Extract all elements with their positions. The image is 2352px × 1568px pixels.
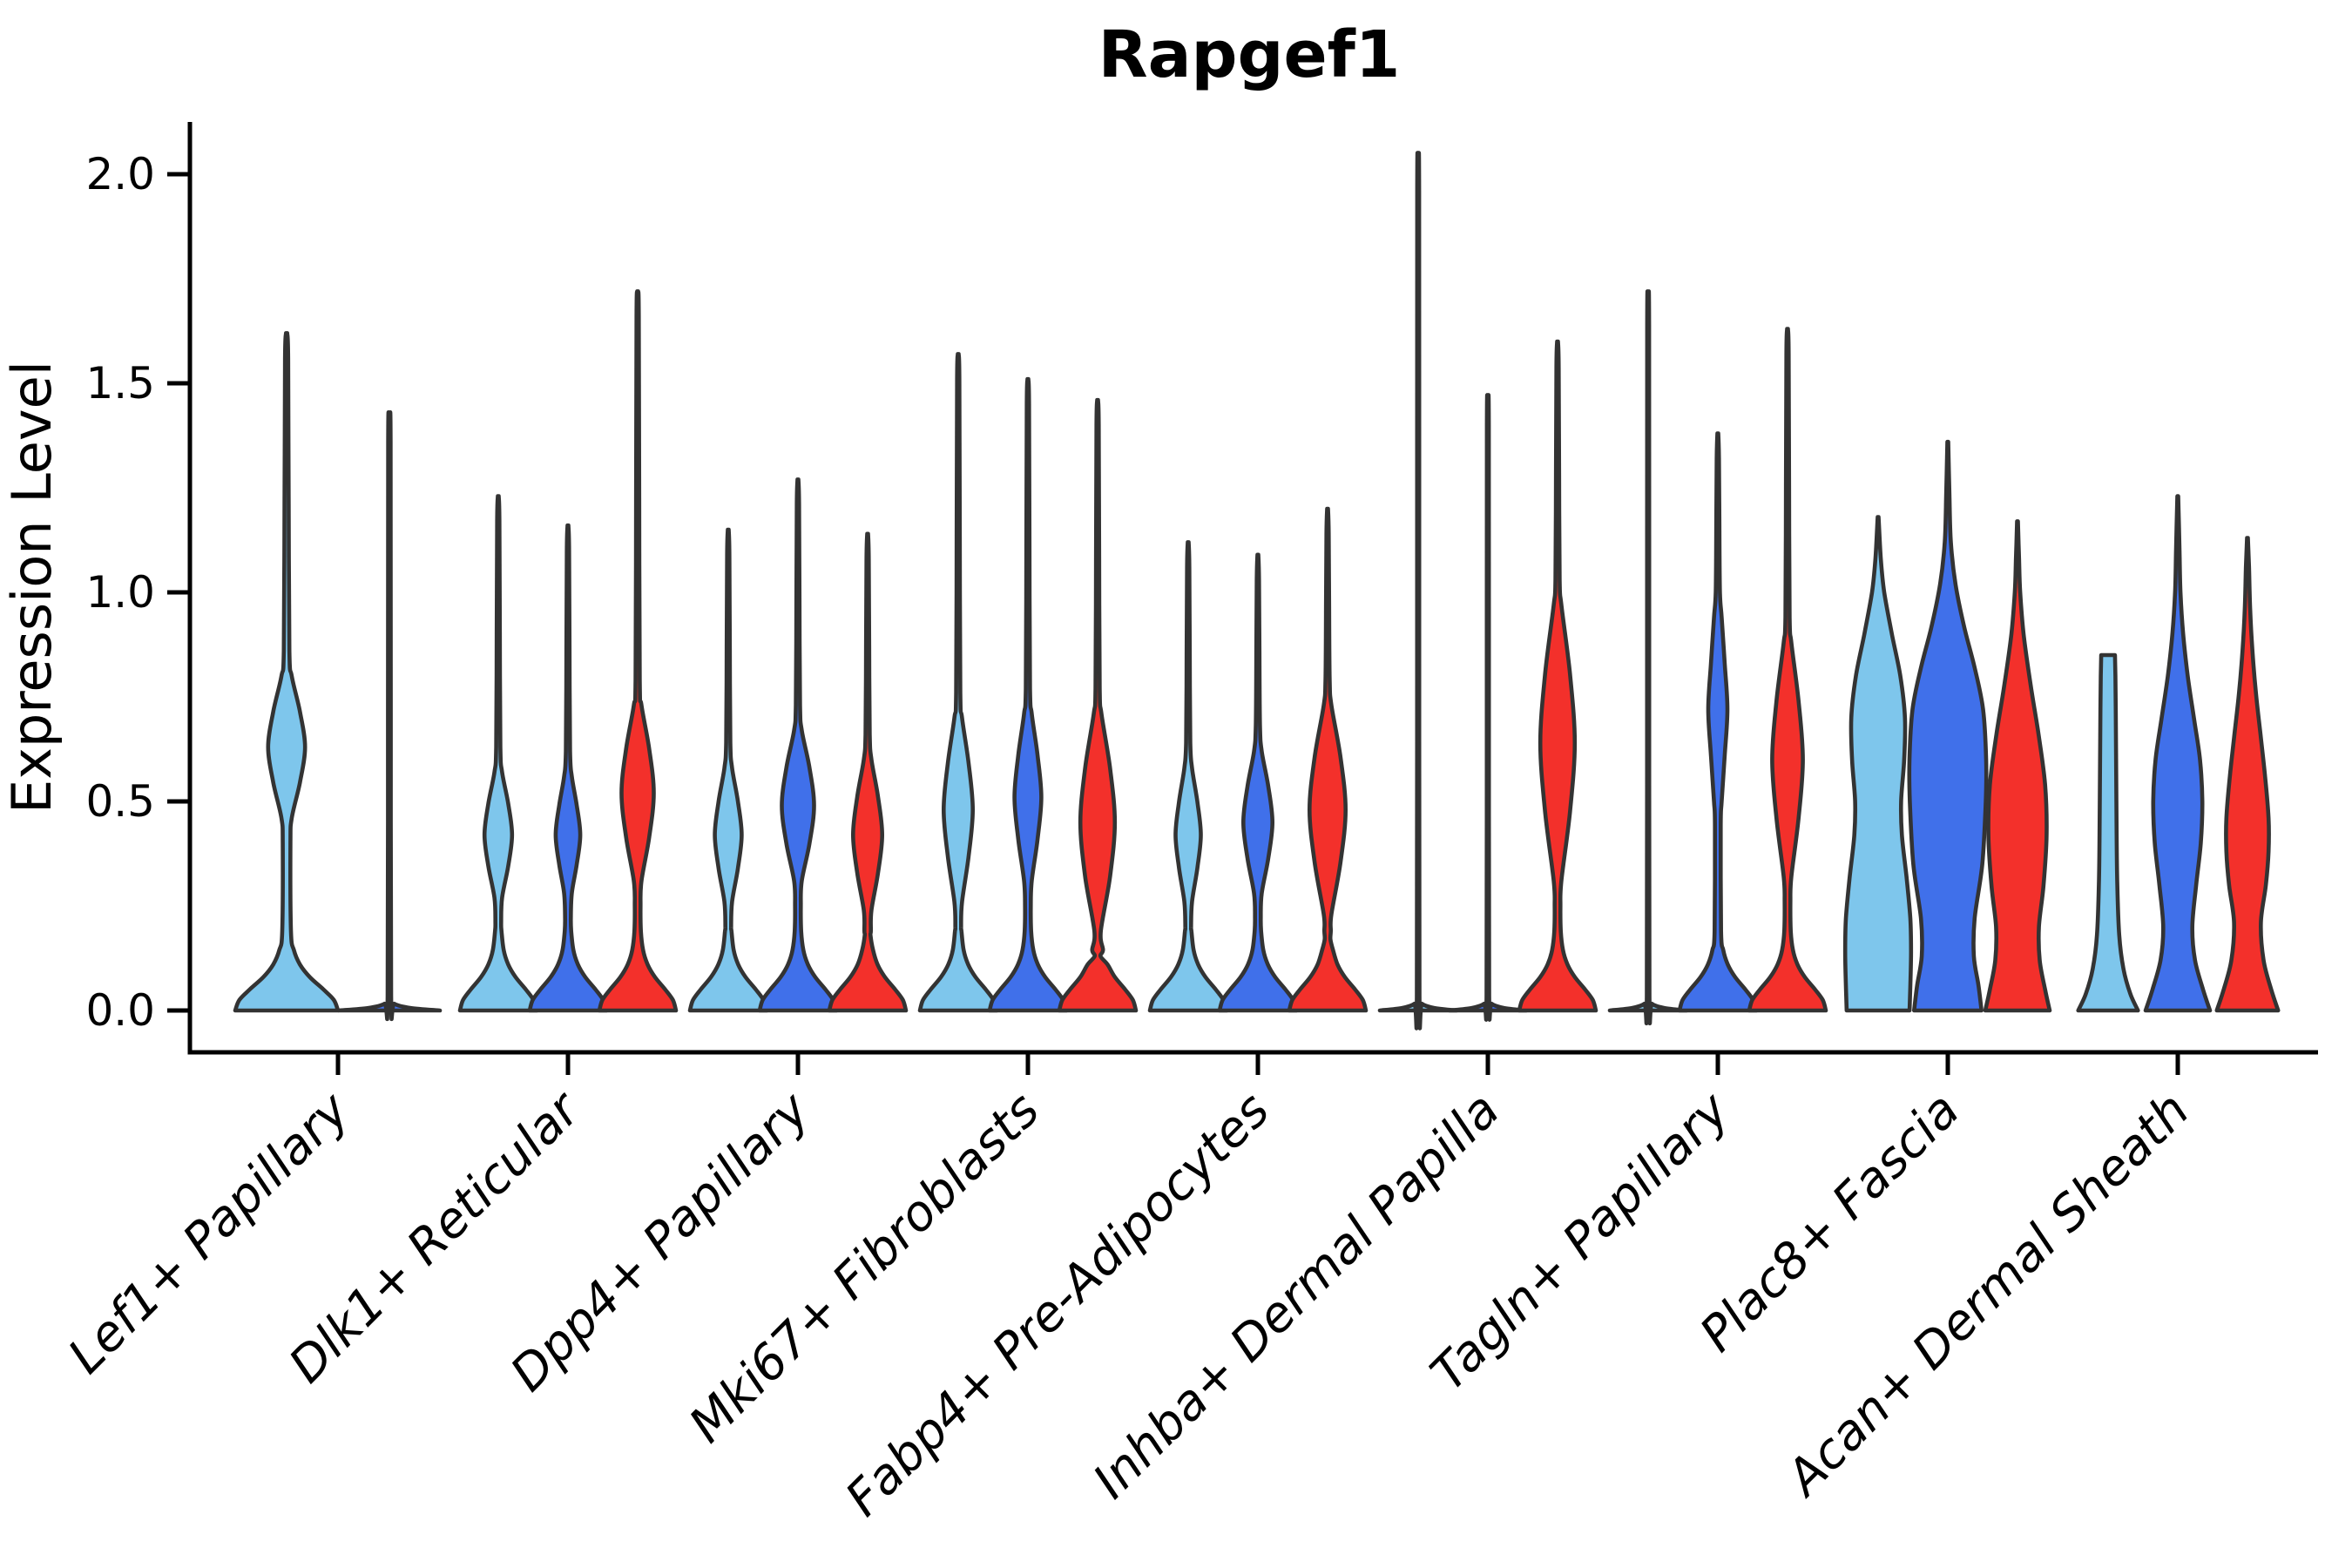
violin-acan-dermal-sheath-s2 [2214, 536, 2281, 1013]
violin-fabp4-pre-adipocytes-s2 [1287, 506, 1369, 1013]
violin-dpp4-papillary-s1 [757, 477, 839, 1013]
violin-fabp4-pre-adipocytes-s0 [1147, 540, 1229, 1013]
violin-dlk1-reticular-s2 [597, 289, 679, 1013]
violin-lef1-papillary-s0 [233, 331, 341, 1013]
violins [233, 151, 2281, 1031]
y-axis-title: Expression Level [0, 361, 64, 814]
x-tick-label-inhba-dermal-papilla: Inhba+ Dermal Papilla [1083, 1082, 1511, 1510]
x-tick-label-acan-dermal-sheath: Acan+ Dermal Sheath [1774, 1082, 2200, 1508]
y-tick-label-1.0: 1.0 [85, 567, 155, 618]
violin-mki67-fibroblasts-s2 [1057, 397, 1139, 1013]
violin-acan-dermal-sheath-s1 [2143, 494, 2213, 1013]
violin-mki67-fibroblasts-s1 [987, 376, 1069, 1013]
violin-tagln-papillary-s2 [1747, 327, 1828, 1013]
violin-tagln-papillary-s0 [1607, 289, 1689, 1025]
violin-dpp4-papillary-s0 [687, 527, 769, 1013]
violin-tagln-papillary-s1 [1677, 431, 1759, 1013]
y-tick-label-0.0: 0.0 [85, 985, 155, 1036]
violin-mki67-fibroblasts-s0 [917, 352, 999, 1013]
y-tick-label-1.5: 1.5 [85, 358, 155, 409]
axes [167, 122, 2318, 1075]
y-tick-label-2.0: 2.0 [85, 149, 155, 199]
violin-dpp4-papillary-s2 [827, 531, 909, 1013]
violin-acan-dermal-sheath-s0 [2076, 652, 2140, 1013]
violin-plac8-fascia-s0 [1842, 515, 1914, 1013]
plot-title: Rapgef1 [1098, 17, 1401, 92]
violin-inhba-dermal-papilla-s1 [1447, 393, 1529, 1022]
violin-plac8-fascia-s2 [1983, 519, 2052, 1013]
violin-inhba-dermal-papilla-s0 [1377, 151, 1459, 1031]
violin-fabp4-pre-adipocytes-s1 [1217, 552, 1299, 1013]
violin-dlk1-reticular-s0 [457, 494, 539, 1013]
x-tick-label-fabp4-pre-adipocytes: Fabp4+ Pre-Adipocytes [835, 1082, 1281, 1527]
y-tick-label-0.5: 0.5 [85, 776, 155, 827]
violin-inhba-dermal-papilla-s2 [1517, 339, 1598, 1013]
violin-lef1-papillary-s1 [336, 409, 443, 1022]
violin-dlk1-reticular-s1 [527, 523, 609, 1013]
violin-plac8-fascia-s1 [1907, 439, 1989, 1013]
